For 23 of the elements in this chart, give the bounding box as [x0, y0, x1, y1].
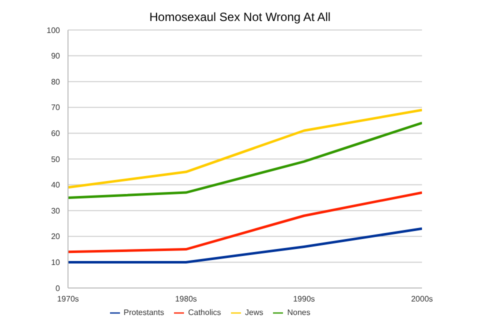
y-tick-label: 30 [51, 206, 61, 216]
y-tick-label: 70 [51, 103, 61, 112]
line-series [68, 191, 422, 254]
x-tick-label: 1970s [57, 294, 79, 304]
y-tick-label: 10 [51, 258, 61, 268]
y-tick-label: 40 [51, 180, 61, 190]
legend-label: Catholics [188, 308, 221, 318]
legend-label: Jews [245, 308, 264, 318]
legend-label: Protestants [124, 308, 164, 318]
x-tick-label: 2000s [411, 294, 433, 304]
y-tick-label: 0 [56, 284, 61, 293]
y-tick-label: 60 [51, 129, 61, 138]
y-tick-label: 80 [51, 77, 61, 86]
chart-title: Homosexaul Sex Not Wrong At All [148, 9, 332, 26]
x-tick-label: 1990s [293, 294, 315, 304]
legend-label: Nones [287, 308, 310, 318]
y-tick-label: 50 [51, 154, 61, 164]
line-series [68, 122, 422, 199]
y-tick-label: 20 [51, 232, 61, 242]
x-tick-label: 1980s [175, 294, 197, 304]
line-series [68, 108, 422, 189]
y-tick-label: 100 [46, 26, 61, 35]
y-tick-label: 90 [51, 52, 61, 61]
